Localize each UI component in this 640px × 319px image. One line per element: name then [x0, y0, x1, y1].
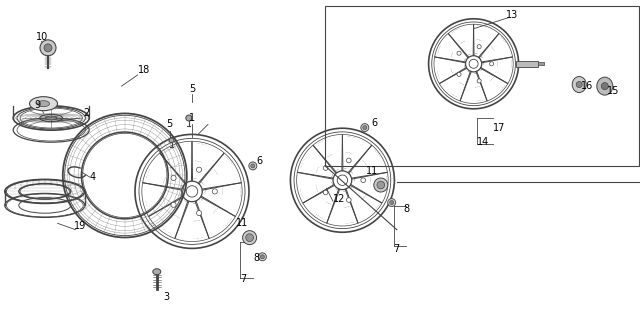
Circle shape	[457, 72, 461, 77]
Circle shape	[243, 231, 257, 245]
Text: 5: 5	[166, 119, 173, 130]
Text: 8: 8	[253, 253, 259, 263]
Circle shape	[171, 175, 176, 181]
Text: 14: 14	[477, 137, 490, 147]
Circle shape	[477, 79, 481, 83]
Circle shape	[246, 234, 253, 241]
Circle shape	[249, 162, 257, 170]
Text: 7: 7	[394, 244, 400, 254]
Circle shape	[477, 45, 481, 49]
Circle shape	[44, 44, 52, 52]
Bar	[325, 6, 639, 166]
Text: 13: 13	[506, 10, 518, 20]
Ellipse shape	[572, 77, 586, 93]
Bar	[516, 61, 538, 67]
Circle shape	[196, 167, 202, 172]
Circle shape	[363, 126, 367, 130]
Circle shape	[457, 51, 461, 55]
Text: 6: 6	[256, 156, 262, 166]
Text: 9: 9	[34, 100, 40, 110]
Circle shape	[390, 201, 394, 204]
Circle shape	[361, 123, 369, 132]
Circle shape	[602, 83, 608, 90]
Text: 1: 1	[189, 113, 195, 123]
Circle shape	[260, 255, 264, 259]
Text: 15: 15	[607, 86, 620, 96]
Bar	[538, 62, 545, 65]
Circle shape	[377, 181, 385, 189]
Text: 10: 10	[35, 32, 48, 42]
Text: 6: 6	[371, 118, 378, 128]
Circle shape	[346, 158, 351, 163]
Circle shape	[196, 211, 202, 216]
Ellipse shape	[29, 97, 58, 111]
Ellipse shape	[38, 101, 49, 107]
Circle shape	[40, 40, 56, 56]
Text: 2: 2	[83, 108, 90, 118]
Text: 5: 5	[189, 84, 195, 94]
Circle shape	[323, 166, 328, 170]
Circle shape	[346, 198, 351, 202]
Text: 12: 12	[333, 194, 346, 204]
Text: 18: 18	[138, 65, 150, 75]
Circle shape	[186, 115, 192, 121]
Circle shape	[212, 189, 218, 194]
Text: 17: 17	[493, 122, 506, 133]
Circle shape	[490, 62, 493, 66]
Circle shape	[388, 198, 396, 207]
Text: 16: 16	[581, 81, 594, 91]
Text: 7: 7	[240, 274, 246, 284]
Circle shape	[576, 82, 582, 87]
Circle shape	[259, 253, 266, 261]
Text: 4: 4	[90, 172, 96, 182]
Circle shape	[251, 164, 255, 168]
Circle shape	[374, 178, 388, 192]
Ellipse shape	[153, 269, 161, 275]
Circle shape	[169, 138, 174, 143]
Text: 3: 3	[163, 292, 170, 302]
Text: 11: 11	[236, 218, 248, 228]
Text: 8: 8	[403, 204, 410, 214]
Text: 11: 11	[366, 166, 379, 176]
Ellipse shape	[596, 77, 613, 95]
Circle shape	[323, 190, 328, 195]
Text: 19: 19	[74, 221, 86, 232]
Circle shape	[171, 202, 176, 207]
Circle shape	[361, 178, 365, 182]
